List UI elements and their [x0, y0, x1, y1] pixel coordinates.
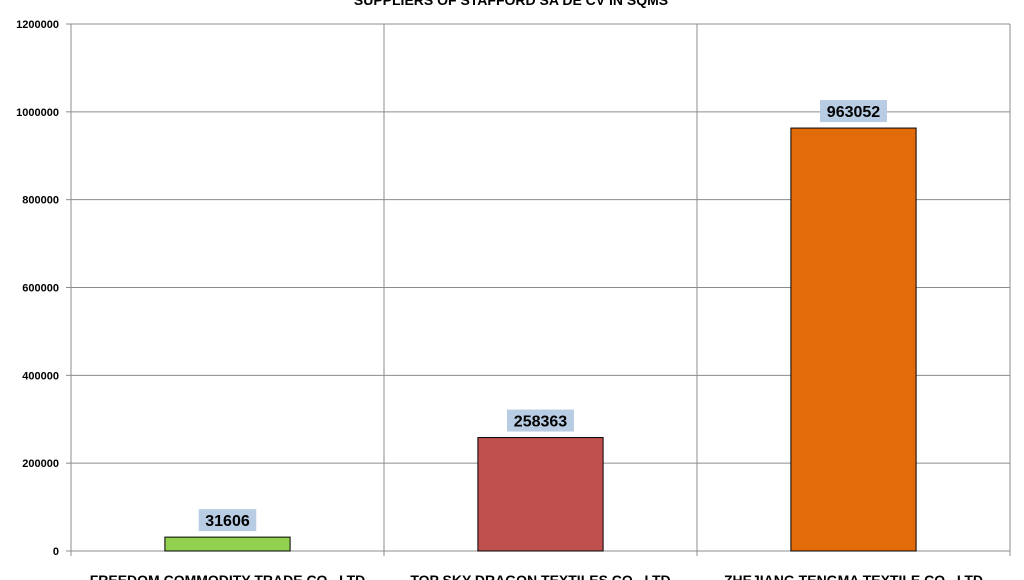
y-tick-label: 0 [53, 546, 59, 558]
y-tick-label: 600000 [22, 283, 59, 295]
category-label: FREEDOM COMMODITY TRADE CO., LTD [90, 572, 366, 580]
y-tick-label: 800000 [22, 195, 59, 207]
grid [66, 23, 1011, 556]
bar [164, 536, 291, 552]
data-label-background [507, 409, 574, 432]
chart-title: SUPPLIERS OF STAFFORD SA DE CV IN SQMS [354, 0, 668, 8]
data-label: 31606 [205, 513, 250, 530]
y-tick-label: 400000 [22, 370, 59, 382]
data-label: 258363 [514, 414, 567, 431]
data-label: 963052 [827, 104, 880, 121]
y-axis-ticks: 0 200000 400000 600000 800000 1000000 1200000 [16, 19, 59, 558]
data-labels: 31606 258363 963052 [198, 100, 887, 532]
y-tick-label: 200000 [22, 458, 59, 470]
bar [790, 127, 917, 552]
y-tick-label: 1000000 [16, 107, 59, 119]
data-label-background [820, 100, 887, 123]
bar [477, 437, 604, 552]
y-tick-label: 1200000 [16, 19, 59, 31]
data-label-background [198, 509, 257, 532]
category-label: ZHEJIANG TENGMA TEXTILE CO., LTD [724, 572, 983, 580]
bars [164, 127, 917, 552]
category-labels: FREEDOM COMMODITY TRADE CO., LTD TOP SKY … [90, 572, 983, 580]
category-label: TOP SKY DRAGON TEXTILES CO., LTD [410, 572, 670, 580]
